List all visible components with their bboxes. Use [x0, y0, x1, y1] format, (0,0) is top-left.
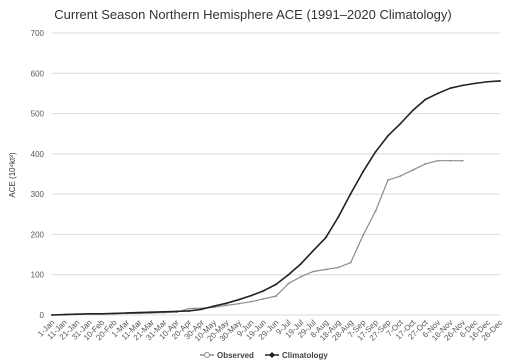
data-point-climatology: [225, 302, 228, 305]
legend-label-observed: Observed: [217, 351, 254, 360]
y-tick-label: 200: [31, 230, 45, 239]
data-point-observed: [349, 261, 352, 264]
data-point-climatology: [387, 134, 389, 137]
data-point-observed: [411, 169, 414, 171]
legend-marker-climatology: [269, 352, 275, 358]
data-point-climatology: [125, 312, 128, 314]
data-point-climatology: [424, 98, 427, 101]
data-point-observed: [299, 275, 302, 278]
series-line-climatology: [51, 80, 501, 316]
data-point-observed: [237, 302, 240, 305]
data-point-climatology: [461, 84, 464, 87]
y-tick-label: 700: [31, 29, 45, 38]
data-point-observed: [337, 266, 340, 269]
data-point-climatology: [411, 109, 414, 112]
data-point-climatology: [250, 294, 253, 297]
y-tick-label: 300: [31, 190, 45, 199]
data-point-climatology: [63, 313, 66, 316]
data-point-observed: [387, 179, 389, 181]
data-point-climatology: [275, 283, 277, 286]
data-point-climatology: [486, 80, 489, 83]
data-point-observed: [436, 159, 439, 162]
legend-label-climatology: Climatology: [282, 351, 328, 360]
grid-lines: [52, 32, 500, 316]
data-point-climatology: [51, 314, 53, 316]
data-point-climatology: [287, 273, 290, 276]
data-point-observed: [312, 270, 315, 273]
data-point-observed: [275, 295, 277, 297]
data-point-climatology: [262, 289, 265, 292]
data-point-observed: [449, 159, 452, 162]
data-point-climatology: [436, 92, 439, 95]
x-axis-ticks: 1-Jan11-Jan21-Jan31-Jan10-Feb20-Feb1-Mar…: [36, 318, 505, 344]
data-point-climatology: [449, 87, 452, 90]
y-tick-label: 100: [31, 271, 45, 280]
data-point-climatology: [324, 236, 327, 239]
data-point-climatology: [175, 310, 178, 313]
data-point-climatology: [187, 310, 190, 312]
data-point-observed: [424, 163, 427, 165]
data-point-climatology: [75, 313, 78, 316]
data-point-observed: [399, 175, 402, 177]
data-point-climatology: [150, 311, 153, 314]
data-point-observed: [324, 268, 327, 271]
y-axis-label: ACE (10⁴kt²): [8, 152, 17, 198]
data-point-climatology: [399, 122, 402, 125]
data-point-observed: [225, 304, 228, 307]
data-point-observed: [461, 159, 464, 162]
data-point-climatology: [499, 80, 501, 82]
data-point-observed: [250, 300, 253, 303]
y-tick-label: 600: [31, 69, 45, 78]
data-point-climatology: [88, 312, 91, 315]
data-point-observed: [287, 282, 290, 285]
series-line-observed: [51, 160, 463, 316]
legend: Observed Climatology: [200, 351, 328, 360]
data-point-climatology: [100, 312, 103, 315]
data-point-climatology: [374, 150, 377, 153]
data-point-climatology: [113, 312, 116, 315]
data-point-climatology: [337, 216, 340, 219]
data-point-observed: [374, 210, 377, 212]
y-tick-label: 0: [40, 311, 45, 320]
data-point-climatology: [299, 262, 302, 265]
chart-title: Current Season Northern Hemisphere ACE (…: [54, 7, 451, 22]
data-point-climatology: [312, 249, 315, 252]
data-point-observed: [187, 307, 190, 310]
data-point-climatology: [474, 82, 477, 85]
data-point-climatology: [200, 308, 203, 311]
data-point-climatology: [212, 305, 215, 308]
series-climatology: [51, 80, 501, 316]
data-point-climatology: [349, 192, 352, 195]
y-tick-label: 500: [31, 110, 45, 119]
data-point-climatology: [163, 310, 165, 313]
legend-marker-observed: [204, 352, 210, 358]
y-axis-ticks: 0 100 200 300 400 500 600 700: [31, 29, 45, 320]
data-point-climatology: [138, 311, 141, 314]
data-point-observed: [362, 234, 365, 237]
y-tick-label: 400: [31, 150, 45, 159]
series-lines: [51, 80, 501, 316]
data-point-climatology: [362, 170, 365, 173]
data-point-climatology: [237, 298, 240, 301]
data-point-observed: [262, 297, 265, 300]
